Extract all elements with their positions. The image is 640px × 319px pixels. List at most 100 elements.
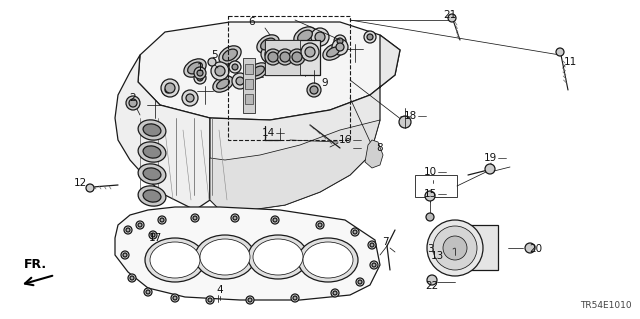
Circle shape xyxy=(273,218,277,222)
Bar xyxy=(265,40,300,75)
Polygon shape xyxy=(115,207,380,300)
Circle shape xyxy=(367,34,373,40)
Circle shape xyxy=(86,184,94,192)
Text: 19: 19 xyxy=(483,153,497,163)
Circle shape xyxy=(351,228,359,236)
Circle shape xyxy=(138,223,142,227)
Circle shape xyxy=(307,83,321,97)
Circle shape xyxy=(194,67,206,79)
Text: 14: 14 xyxy=(261,128,275,138)
Circle shape xyxy=(425,191,435,201)
Circle shape xyxy=(130,276,134,280)
Circle shape xyxy=(206,296,214,304)
Circle shape xyxy=(364,31,376,43)
Circle shape xyxy=(126,96,140,110)
Ellipse shape xyxy=(223,49,237,61)
Ellipse shape xyxy=(138,120,166,140)
Text: 20: 20 xyxy=(529,244,543,254)
Text: 10: 10 xyxy=(424,167,436,177)
Circle shape xyxy=(194,72,206,84)
Circle shape xyxy=(333,291,337,295)
Circle shape xyxy=(448,14,456,22)
Text: 15: 15 xyxy=(424,189,436,199)
Bar xyxy=(265,40,320,75)
Polygon shape xyxy=(210,35,400,210)
Circle shape xyxy=(236,77,244,85)
Circle shape xyxy=(144,288,152,296)
Circle shape xyxy=(121,251,129,259)
Text: 13: 13 xyxy=(430,251,444,261)
Circle shape xyxy=(426,213,434,221)
Text: FR.: FR. xyxy=(24,258,47,271)
Ellipse shape xyxy=(184,59,206,77)
Ellipse shape xyxy=(195,235,255,279)
Ellipse shape xyxy=(298,30,312,42)
Circle shape xyxy=(162,84,174,96)
Circle shape xyxy=(124,226,132,234)
Circle shape xyxy=(265,49,275,59)
Ellipse shape xyxy=(213,76,233,92)
Bar xyxy=(245,79,253,89)
Circle shape xyxy=(264,51,276,63)
Circle shape xyxy=(165,87,171,93)
Circle shape xyxy=(292,52,302,62)
Ellipse shape xyxy=(260,38,275,50)
Circle shape xyxy=(208,298,212,302)
Bar xyxy=(415,175,457,197)
Ellipse shape xyxy=(303,242,353,278)
Circle shape xyxy=(149,231,157,239)
Circle shape xyxy=(315,32,325,42)
Circle shape xyxy=(525,243,535,253)
Circle shape xyxy=(146,290,150,294)
Polygon shape xyxy=(210,120,380,210)
Circle shape xyxy=(286,60,294,68)
Circle shape xyxy=(128,274,136,282)
Circle shape xyxy=(186,94,194,102)
Circle shape xyxy=(182,90,198,106)
Circle shape xyxy=(370,243,374,247)
Bar xyxy=(453,225,498,270)
Ellipse shape xyxy=(326,47,339,57)
Circle shape xyxy=(399,116,411,128)
Text: 8: 8 xyxy=(377,143,383,153)
Text: TR54E1010: TR54E1010 xyxy=(580,301,632,310)
Text: 12: 12 xyxy=(74,178,86,188)
Polygon shape xyxy=(115,55,210,210)
Ellipse shape xyxy=(219,46,241,64)
Circle shape xyxy=(197,75,203,81)
Circle shape xyxy=(310,86,318,94)
Ellipse shape xyxy=(143,190,161,202)
Bar xyxy=(245,64,253,74)
Ellipse shape xyxy=(252,66,264,76)
Ellipse shape xyxy=(200,239,250,275)
Circle shape xyxy=(123,253,127,257)
Circle shape xyxy=(282,56,298,72)
Circle shape xyxy=(231,214,239,222)
Circle shape xyxy=(246,296,254,304)
Text: 2: 2 xyxy=(130,93,136,103)
Text: 11: 11 xyxy=(563,57,577,67)
Ellipse shape xyxy=(138,164,166,184)
Text: 7: 7 xyxy=(381,237,388,247)
Circle shape xyxy=(215,66,225,76)
Text: 17: 17 xyxy=(148,233,162,243)
Circle shape xyxy=(280,52,290,62)
Circle shape xyxy=(337,38,343,44)
Circle shape xyxy=(370,261,378,269)
Ellipse shape xyxy=(248,63,268,79)
Circle shape xyxy=(427,275,437,285)
Ellipse shape xyxy=(216,79,229,89)
Ellipse shape xyxy=(143,168,161,180)
Circle shape xyxy=(291,294,299,302)
Ellipse shape xyxy=(143,146,161,158)
Ellipse shape xyxy=(138,142,166,162)
Circle shape xyxy=(302,45,308,51)
Circle shape xyxy=(443,236,467,260)
Circle shape xyxy=(208,58,216,66)
Circle shape xyxy=(301,43,319,61)
Text: 1: 1 xyxy=(196,63,204,73)
Circle shape xyxy=(197,70,203,76)
Circle shape xyxy=(299,42,311,54)
Polygon shape xyxy=(365,140,383,168)
Text: 21: 21 xyxy=(444,10,456,20)
